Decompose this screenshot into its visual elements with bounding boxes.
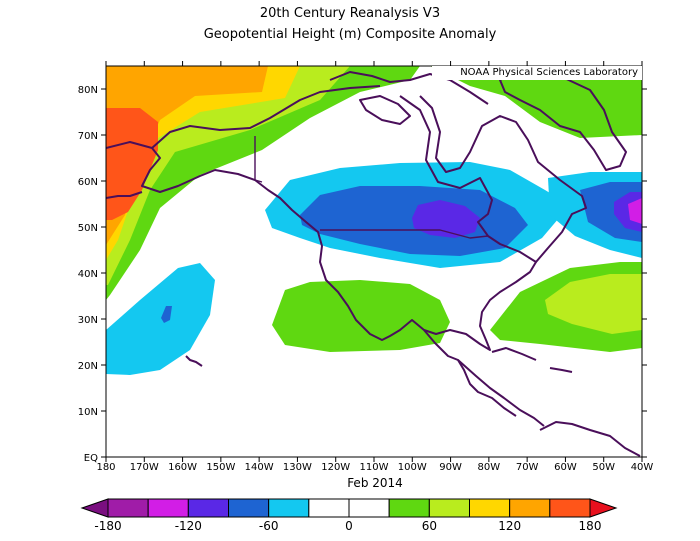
- lon-tick-label: 150W: [206, 462, 235, 473]
- lon-tick-label: 180: [96, 462, 115, 473]
- colorbar-segment: [469, 498, 511, 518]
- lon-tick-label: 110W: [360, 462, 389, 473]
- colorbar-label: 60: [422, 519, 437, 533]
- colorbar-label: 120: [498, 519, 521, 533]
- colorbar-segment: [228, 498, 270, 518]
- longitude-axis: 180 170W 160W 150W 140W 130W 120W 110W 100W 90W 80…: [96, 61, 653, 473]
- negative-anomaly-central-pacific-90: [161, 306, 172, 323]
- negative-anomaly-central-pacific-60: [106, 263, 215, 375]
- negative-anomaly-atlantic-150: [628, 198, 642, 224]
- lon-tick-label: 140W: [245, 462, 274, 473]
- colorbar-segment: [308, 498, 350, 518]
- colorbar-segment: [107, 498, 149, 518]
- lat-tick-label: 70N: [78, 131, 98, 142]
- colorbar-min-arrow: [80, 498, 109, 518]
- lon-tick-label: 80W: [478, 462, 501, 473]
- coastlines: [106, 69, 641, 457]
- colorbar-segment: [348, 498, 390, 518]
- positive-anomaly-pacific-150: [106, 66, 268, 245]
- colorbar-label: 0: [345, 519, 353, 533]
- lon-tick-label: 170W: [130, 462, 159, 473]
- lon-tick-label: 120W: [321, 462, 350, 473]
- positive-anomaly-arctic: [430, 66, 642, 138]
- time-label: Feb 2014: [347, 476, 403, 490]
- lon-tick-label: 60W: [554, 462, 577, 473]
- lon-tick-label: 90W: [439, 462, 462, 473]
- colorbar-label: 180: [579, 519, 602, 533]
- lat-tick-label: 50N: [78, 223, 98, 234]
- colorbar-segment: [428, 498, 471, 518]
- chart-subtitle: Geopotential Height (m) Composite Anomal…: [203, 27, 497, 42]
- credit-label: NOAA Physical Sciences Laboratory: [432, 66, 642, 80]
- colorbar-segment: [187, 498, 229, 518]
- lon-tick-label: 100W: [398, 462, 427, 473]
- colorbar-segment: [388, 498, 430, 518]
- positive-anomaly-pacific-180: [106, 108, 158, 220]
- negative-anomaly-na-120: [412, 200, 480, 238]
- colorbar: -180 -120 -60 0 60 120 180: [80, 498, 618, 533]
- colorbar-label: -180: [94, 519, 121, 533]
- latitude-axis: EQ 10N 20N 30N 40N 50N 60N 70N 80N: [78, 85, 647, 464]
- lon-tick-label: 70W: [516, 462, 539, 473]
- anomaly-contours: [106, 66, 642, 457]
- lat-tick-label: EQ: [84, 453, 98, 464]
- lon-tick-label: 40W: [631, 462, 654, 473]
- lat-tick-label: 60N: [78, 177, 98, 188]
- lat-tick-label: 20N: [78, 361, 98, 372]
- positive-anomaly-subtropical: [272, 280, 450, 352]
- colorbar-segment: [147, 498, 189, 518]
- colorbar-segment: [268, 498, 310, 518]
- lat-tick-label: 10N: [78, 407, 98, 418]
- lat-tick-label: 30N: [78, 315, 98, 326]
- lat-tick-label: 40N: [78, 269, 98, 280]
- colorbar-max-arrow: [589, 498, 618, 518]
- lon-tick-label: 50W: [592, 462, 615, 473]
- lat-tick-label: 80N: [78, 85, 98, 96]
- lon-tick-label: 160W: [168, 462, 197, 473]
- positive-anomaly-atlantic-90: [545, 274, 642, 334]
- colorbar-segment: [549, 498, 591, 518]
- lon-tick-label: 130W: [283, 462, 312, 473]
- colorbar-label: -120: [175, 519, 202, 533]
- chart-title: 20th Century Reanalysis V3: [259, 6, 441, 21]
- colorbar-label: -60: [259, 519, 279, 533]
- colorbar-segment: [509, 498, 551, 518]
